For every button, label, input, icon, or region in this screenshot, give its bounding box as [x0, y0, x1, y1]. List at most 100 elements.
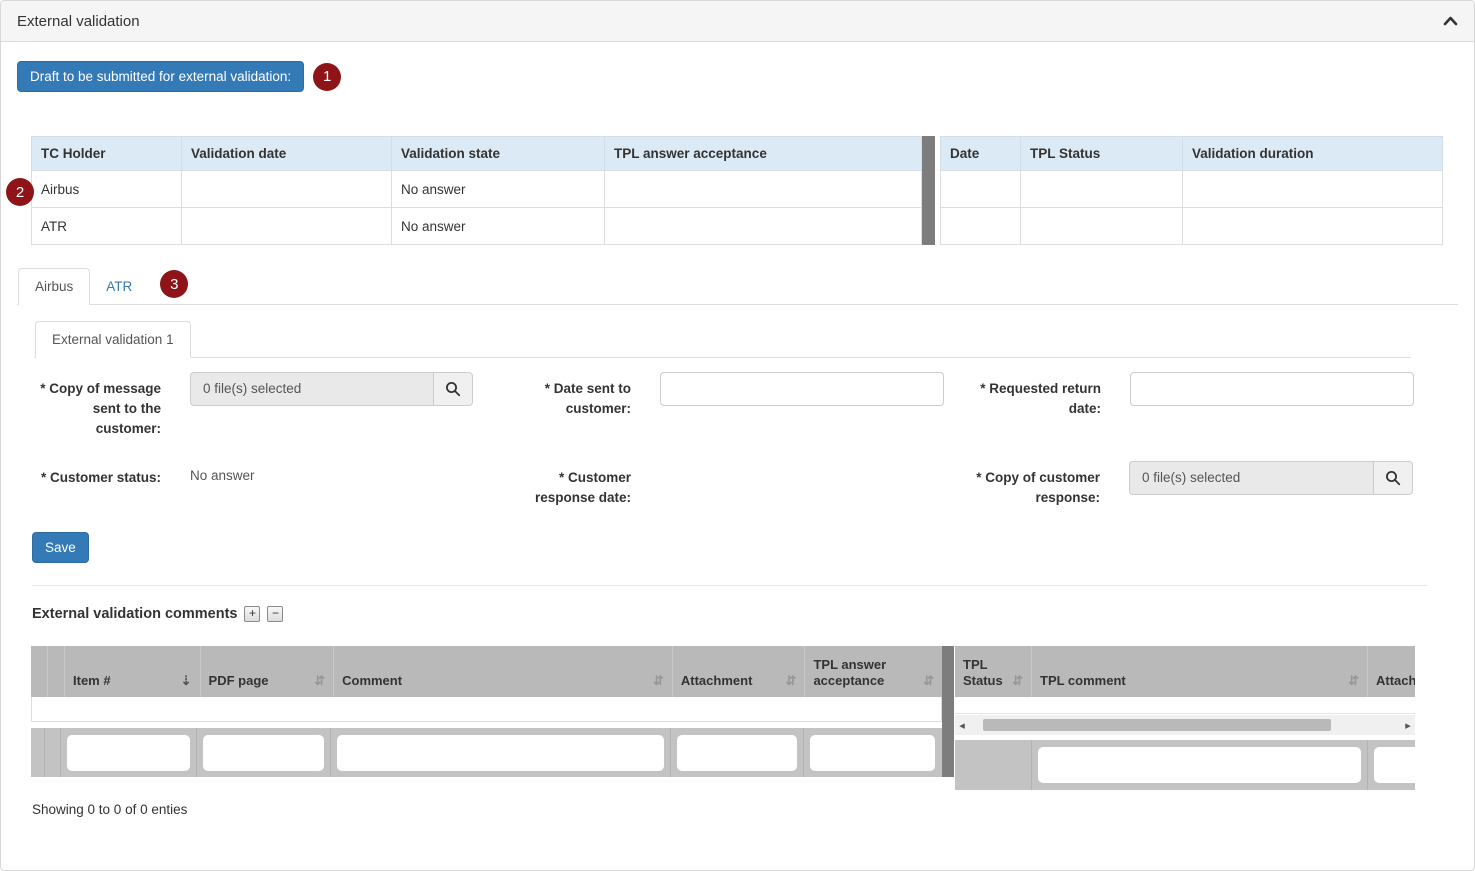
filter-item-input[interactable]: [67, 734, 190, 771]
comments-section-title: External validation comments: [32, 606, 238, 622]
cell-date: [940, 207, 1021, 245]
comments-table-right: TPL Status ⇵ TPL comment ⇵ Attachment: [955, 646, 1415, 790]
sort-icon[interactable]: ⇵: [923, 673, 934, 688]
tc-holder-tabs: Airbus ATR 3: [17, 268, 1458, 305]
cell-tc-holder: ATR: [31, 207, 182, 245]
cell-validation-state: No answer: [391, 170, 605, 208]
cell-tpl-answer-acceptance: [604, 207, 922, 245]
filter-attachment-right-input[interactable]: [1374, 747, 1415, 783]
col-header-tc-holder: TC Holder: [31, 136, 182, 171]
col-header-date: Date: [940, 136, 1021, 171]
tab-external-validation-1[interactable]: External validation 1: [35, 321, 191, 358]
collapse-chevron-up-icon[interactable]: [1443, 16, 1458, 26]
tc-holders-table-left: TC Holder Validation date Validation sta…: [31, 136, 922, 245]
sort-asc-icon[interactable]: ⇣: [180, 673, 192, 688]
requested-return-label: * Requested return date:: [980, 381, 1101, 416]
draft-submit-button[interactable]: Draft to be submitted for external valid…: [17, 61, 305, 92]
filter-attachment-input[interactable]: [677, 734, 797, 771]
filter-comment-input[interactable]: [337, 734, 664, 771]
comments-header-row-right: TPL Status ⇵ TPL comment ⇵ Attachment: [955, 646, 1415, 697]
cell-tpl-status: [1020, 207, 1183, 245]
save-button[interactable]: Save: [32, 532, 89, 563]
sort-icon[interactable]: ⇵: [785, 673, 797, 688]
comments-col-attachment[interactable]: Attachment ⇵: [673, 646, 806, 697]
tc-holders-table-right: Date TPL Status Validation duration: [940, 136, 1443, 245]
filter-tpl-comment-input[interactable]: [1038, 747, 1361, 783]
horizontal-scrollbar[interactable]: ◂ ▸: [955, 715, 1415, 735]
tab-atr[interactable]: ATR: [106, 279, 133, 294]
table-row-airbus[interactable]: Airbus No answer: [31, 170, 922, 208]
comments-col-tpl-answer-acceptance[interactable]: TPL answer acceptance ⇵: [813, 657, 934, 688]
cell-validation-state: No answer: [391, 207, 605, 245]
scroll-left-icon[interactable]: ◂: [959, 719, 965, 732]
copy-of-message-file-value: 0 file(s) selected: [190, 372, 433, 406]
sort-icon[interactable]: ⇵: [1348, 673, 1359, 688]
comments-empty-row: [31, 697, 942, 722]
table-row-atr[interactable]: ATR No answer: [31, 207, 922, 245]
comments-col-item[interactable]: Item # ⇣: [65, 646, 201, 697]
sort-icon[interactable]: ⇵: [652, 673, 664, 688]
comments-col-comment[interactable]: Comment ⇵: [334, 646, 673, 697]
col-header-validation-state: Validation state: [391, 136, 605, 171]
form-row-1: * Copy of message sent to the customer: …: [17, 372, 1458, 439]
remove-comment-button[interactable]: −: [267, 606, 284, 622]
callout-badge-1: 1: [313, 62, 342, 91]
section-divider: [32, 585, 1427, 586]
validation-subtabs: External validation 1: [34, 321, 1411, 358]
magnifier-icon: [446, 382, 461, 397]
scrollbar-track[interactable]: [969, 718, 1401, 732]
scroll-right-icon[interactable]: ▸: [1405, 719, 1411, 732]
comments-table-left: Item # ⇣ PDF page ⇵ Comment ⇵ Attachment…: [31, 646, 942, 777]
callout-badge-3: 3: [160, 270, 189, 298]
cell-validation-duration: [1182, 170, 1443, 208]
customer-status-label: * Customer status:: [40, 470, 161, 485]
copy-of-message-browse-button[interactable]: [433, 372, 473, 406]
tab-airbus[interactable]: Airbus: [18, 268, 91, 305]
cell-date: [940, 170, 1021, 208]
comments-filter-row: [31, 728, 942, 777]
comments-empty-row-right: [955, 697, 1415, 714]
sort-icon[interactable]: ⇵: [314, 673, 326, 688]
cell-tpl-answer-acceptance: [604, 170, 922, 208]
cell-validation-duration: [1182, 207, 1443, 245]
comments-col-tpl-comment[interactable]: TPL comment ⇵: [1032, 646, 1368, 697]
comments-table: Item # ⇣ PDF page ⇵ Comment ⇵ Attachment…: [31, 646, 1458, 790]
date-sent-input[interactable]: [660, 372, 944, 406]
filter-tpl-answer-acceptance-input[interactable]: [810, 734, 935, 771]
customer-status-value: No answer: [190, 468, 255, 483]
magnifier-icon: [1386, 471, 1401, 486]
table-row-atr-right[interactable]: [940, 207, 1443, 245]
copy-of-response-browse-button[interactable]: [1373, 461, 1413, 495]
table-row-airbus-right[interactable]: [940, 170, 1443, 208]
divider-gap: [934, 136, 940, 245]
copy-of-response-label: * Copy of customer response:: [976, 470, 1100, 505]
copy-of-response-file-value: 0 file(s) selected: [1129, 461, 1373, 495]
scrollbar-thumb[interactable]: [983, 719, 1331, 731]
comments-col-pdf-page[interactable]: PDF page ⇵: [201, 646, 335, 697]
filter-pdf-page-input[interactable]: [203, 734, 324, 771]
comments-col-expander: [48, 646, 65, 697]
comments-col-tpl-status[interactable]: TPL Status ⇵: [955, 646, 1032, 697]
col-header-tpl-answer-acceptance: TPL answer acceptance: [604, 136, 922, 171]
copy-of-response-file-field: 0 file(s) selected: [1129, 461, 1413, 495]
callout-badge-2: 2: [6, 178, 34, 206]
sort-icon[interactable]: ⇵: [1012, 673, 1023, 688]
comments-filter-row-right: [955, 740, 1415, 790]
cell-tc-holder: Airbus: [31, 170, 182, 208]
requested-return-input[interactable]: [1130, 372, 1414, 406]
frozen-columns-divider: [922, 136, 935, 245]
comments-col-selector: [31, 646, 48, 697]
form-row-2: * Customer status: No answer * Customer …: [17, 461, 1458, 508]
customer-response-date-label: * Customer response date:: [534, 470, 631, 505]
tc-holders-table: 2 TC Holder Validation date Validation s…: [6, 136, 1443, 245]
panel-title: External validation: [17, 12, 140, 30]
col-header-validation-date: Validation date: [181, 136, 392, 171]
add-comment-button[interactable]: +: [244, 606, 261, 622]
comments-frozen-divider: [942, 646, 954, 777]
draft-row: Draft to be submitted for external valid…: [17, 61, 1458, 92]
date-sent-label: * Date sent to customer:: [544, 381, 631, 416]
cell-validation-date: [181, 170, 392, 208]
comments-section-heading: External validation comments + −: [32, 606, 1458, 622]
comments-col-attachment-right[interactable]: Attachment: [1368, 646, 1415, 697]
